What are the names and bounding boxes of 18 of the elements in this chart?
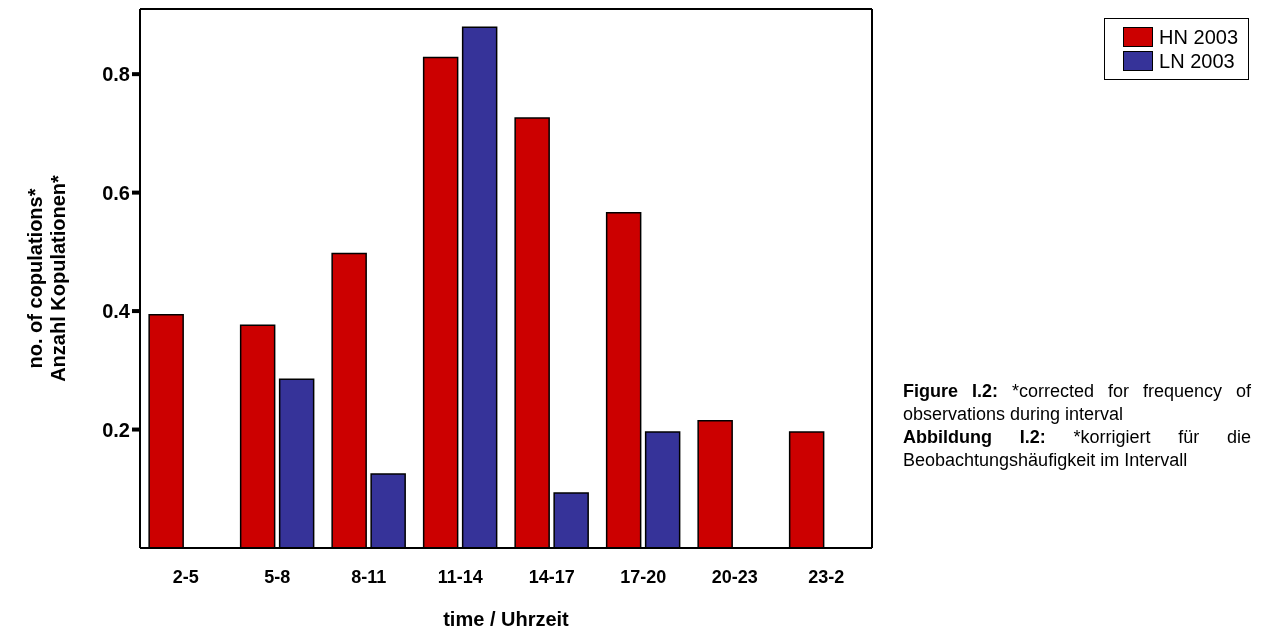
x-tick-label: 5-8 [264, 566, 291, 587]
text: Abbildung I.2: *korrigiert für die Beobachtungshäufigkeit im Intervall [903, 427, 1251, 470]
y-tick-label: 0.6 [102, 181, 130, 204]
text: Figure I.2: *corrected for frequency of observations during interval [903, 380, 1252, 426]
y-tick-label: 0.2 [102, 418, 130, 441]
x-tick-label: 14-17 [528, 566, 575, 587]
legend-label: LN 2003 [1159, 49, 1235, 73]
y-tick-label: 0.8 [102, 63, 130, 86]
legend-label: HN 2003 [1159, 25, 1238, 49]
x-tick-label: 8-11 [351, 566, 387, 587]
y-tick-label: 0.4 [102, 300, 131, 323]
x-tick-label: 17-20 [620, 566, 667, 587]
x-tick-label: 2-5 [172, 566, 199, 587]
x-tick-label: 11-14 [437, 566, 483, 587]
x-tick-label: 23-2 [808, 566, 845, 587]
x-axis-title: time / Uhrzeit [443, 608, 570, 629]
x-tick-label: 20-23 [711, 566, 758, 587]
y-axis-title: no. of copulations* Anzahl Kopulationen* [24, 174, 69, 382]
